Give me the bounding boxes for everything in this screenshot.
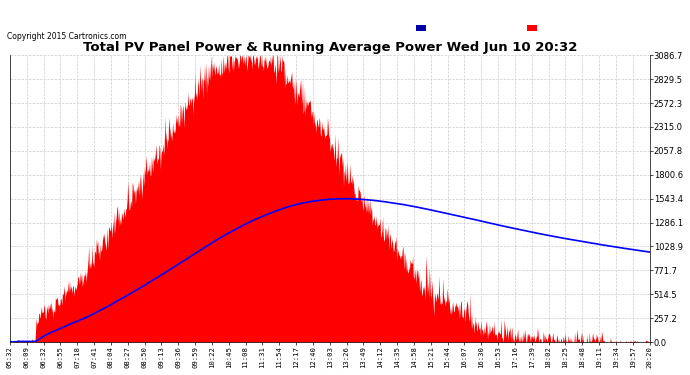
Title: Total PV Panel Power & Running Average Power Wed Jun 10 20:32: Total PV Panel Power & Running Average P…	[83, 41, 577, 54]
Text: Copyright 2015 Cartronics.com: Copyright 2015 Cartronics.com	[7, 32, 126, 41]
Legend: Average  (DC Watts), PV Panels  (DC Watts): Average (DC Watts), PV Panels (DC Watts)	[414, 22, 645, 34]
